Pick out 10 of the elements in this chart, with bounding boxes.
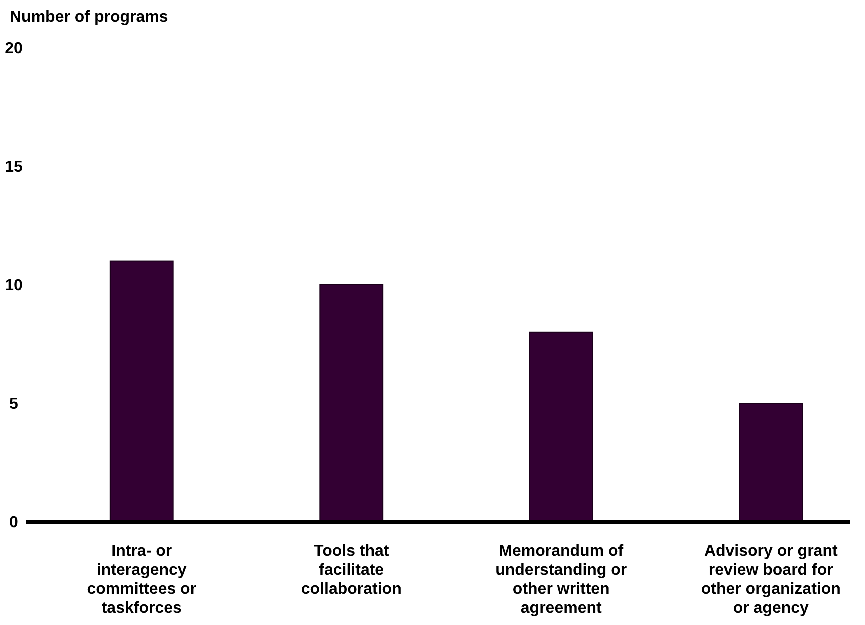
y-tick-label: 15 — [5, 159, 23, 176]
x-tick-label: Memorandum of understanding or other written agreement — [496, 543, 628, 617]
x-tick-label: Tools that facilitate collaboration — [301, 543, 402, 598]
y-tick-label: 0 — [10, 514, 19, 532]
x-tick-label: Intra- or interagency committees or taskforces — [87, 543, 197, 617]
y-tick-label: 10 — [5, 278, 23, 295]
y-tick-label: 20 — [5, 40, 23, 58]
y-axis-title: Number of programs — [10, 9, 168, 26]
y-tick-label: 5 — [10, 396, 19, 414]
x-tick-label: Advisory or grant review board for other organization or agency — [701, 543, 841, 617]
